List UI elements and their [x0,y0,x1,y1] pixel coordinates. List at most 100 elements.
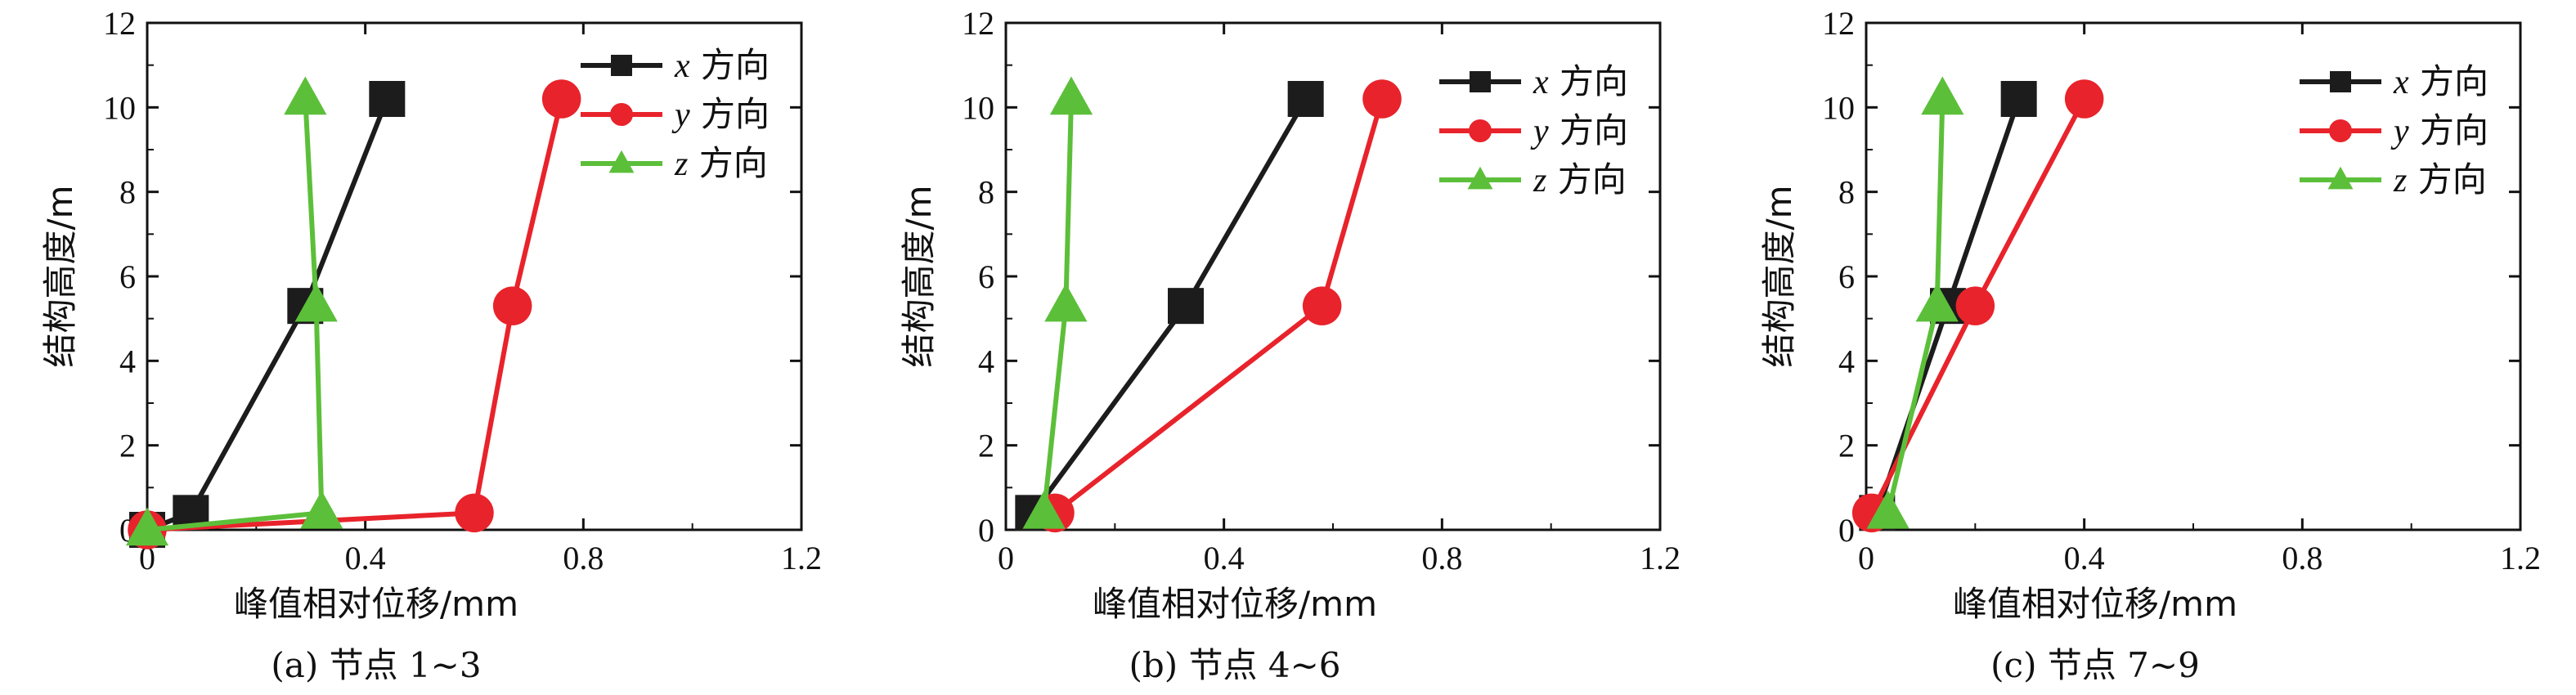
y-tick-label: 10 [962,89,994,126]
series-y [1035,79,1402,533]
x-axis-label: 峰值相对位移/mm [1093,584,1377,624]
y-tick-label: 8 [978,174,994,211]
x-tick-label: 0 [998,540,1014,576]
data-point [284,76,327,115]
data-point [1955,286,1995,325]
data-point [1044,283,1088,322]
data-point [1302,286,1342,325]
data-point [1921,76,1964,115]
x-tick-label: 0 [1858,540,1874,576]
legend-marker [2328,119,2353,143]
series-z [1022,76,1093,529]
data-point [1049,76,1093,115]
legend-marker [608,150,635,173]
legend-label: z 方向 [1533,159,1627,200]
legend-marker [611,55,632,76]
chart-panel-3: 0 0.4 0.8 1.2 0 2 4 6 8 10 12 峰值相对位移/mm 结构高度/m (c) 节点… [1759,5,2541,685]
legend-label: x 方向 [674,45,770,85]
legend-variable: y [671,96,690,134]
x-tick-label: 0 [139,540,155,576]
legend-label: y 方向 [671,94,770,134]
y-tick-label: 0 [978,512,994,549]
legend-text: 方向 [1549,110,1628,150]
legend: x 方向y 方向z 方向 [2300,61,2488,200]
x-tick-label: 1.2 [781,540,822,576]
legend-marker [1468,119,1492,143]
data-point [369,81,406,117]
y-tick-label: 4 [978,343,994,379]
data-point [294,283,338,322]
legend-variable: z [1533,162,1546,200]
y-tick-label: 10 [1822,89,1855,126]
legend-text: 方向 [2409,110,2488,150]
chart-caption: (a) 节点 1~3 [271,645,481,685]
legend-text: 方向 [2407,159,2486,200]
series-x [129,81,406,548]
legend-label: y 方向 [1530,110,1628,150]
legend-text: 方向 [1549,61,1628,101]
data-point [541,79,581,119]
data-point [492,286,532,325]
data-point [1287,81,1324,117]
legend-variable: y [2390,113,2409,150]
series-line [146,98,325,532]
y-tick-label: 6 [1838,258,1855,295]
series-z [1866,76,1964,529]
legend: x 方向y 方向z 方向 [581,45,770,183]
y-tick-label: 12 [103,5,136,42]
legend-variable: y [1530,113,1549,150]
legend-marker [2327,166,2354,190]
data-point [1168,288,1204,325]
y-axis-label: 结构高度/m [40,185,80,367]
y-tick-label: 4 [1838,343,1855,379]
x-tick-label: 1.2 [2500,540,2541,576]
data-point [1915,283,1959,322]
legend-variable: x [1533,64,1549,101]
data-point [1866,490,1910,529]
x-tick-label: 0.8 [1421,540,1462,576]
y-tick-label: 2 [978,428,994,464]
legend-label: x 方向 [1533,61,1628,101]
legend-marker [1467,166,1493,190]
legend-variable: x [2393,64,2409,101]
y-tick-label: 0 [1838,512,1855,549]
series-z [125,76,343,546]
y-tick-label: 8 [1838,174,1855,211]
legend-label: z 方向 [674,143,768,183]
legend-label: y 方向 [2390,110,2488,150]
legend-text: 方向 [1546,159,1626,200]
legend-marker [609,102,634,127]
y-tick-label: 6 [978,258,994,295]
data-point [2064,79,2104,119]
series-y [1851,79,2104,533]
series-y [128,79,581,549]
legend-text: 方向 [2409,61,2488,101]
y-tick-label: 2 [1838,428,1855,464]
data-point [455,493,494,533]
y-tick-label: 4 [119,343,136,379]
x-tick-label: 1.2 [1640,540,1681,576]
data-point [300,490,343,529]
x-tick-label: 0.8 [563,540,604,576]
legend-text: 方向 [690,45,770,85]
data-point [1022,490,1066,529]
x-tick-label: 0.4 [2064,540,2105,576]
y-axis-label: 结构高度/m [1759,185,1799,367]
chart-caption: (b) 节点 4~6 [1129,645,1341,685]
x-axis-label: 峰值相对位移/mm [1953,584,2237,624]
data-point [2000,81,2037,117]
legend-variable: z [2393,162,2407,200]
y-tick-label: 10 [103,89,136,126]
data-point [1362,79,1402,119]
series-x [1015,81,1324,531]
x-tick-label: 0.4 [345,540,386,576]
chart-caption: (c) 节点 7~9 [1990,645,2200,685]
legend-text: 方向 [690,94,770,134]
legend-marker [2330,71,2351,92]
y-tick-label: 12 [962,5,994,42]
chart-panel-2: 0 0.4 0.8 1.2 0 2 4 6 8 10 12 峰值相对位移/mm 结构高度/m (b) 节点… [899,5,1681,685]
y-axis-label: 结构高度/m [899,185,939,367]
legend-variable: x [674,47,690,85]
